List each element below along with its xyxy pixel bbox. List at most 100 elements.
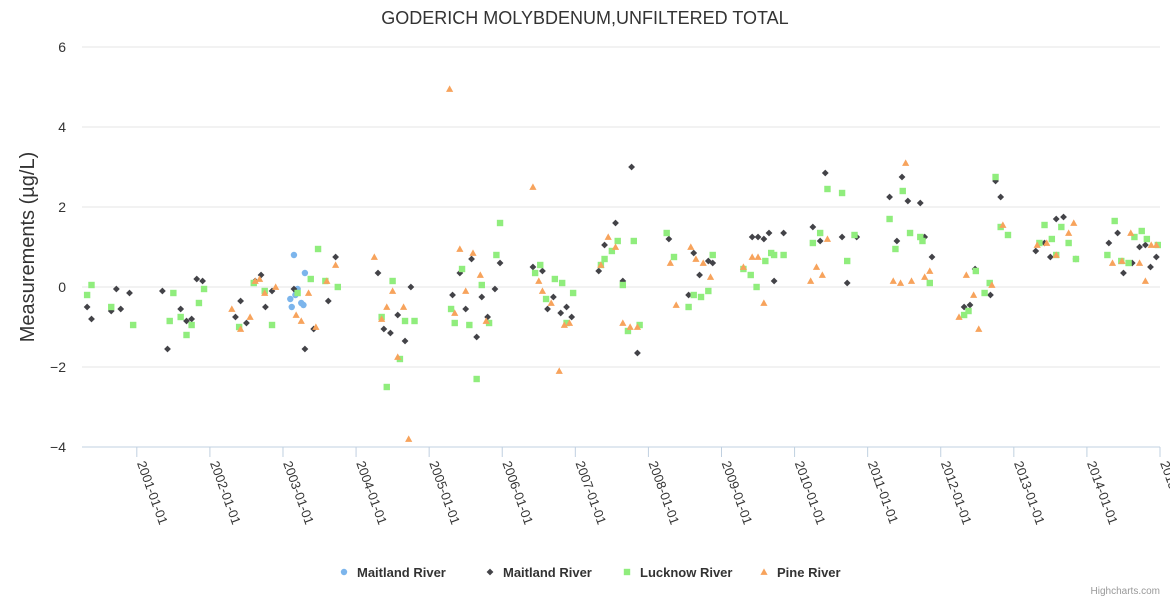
data-point[interactable]	[451, 309, 459, 316]
data-point[interactable]	[1111, 217, 1118, 225]
data-point[interactable]	[383, 303, 391, 310]
data-point[interactable]	[529, 263, 537, 271]
data-point[interactable]	[235, 323, 243, 331]
data-point[interactable]	[568, 313, 576, 321]
data-point[interactable]	[304, 289, 313, 296]
data-point[interactable]	[262, 303, 269, 311]
data-point[interactable]	[902, 159, 910, 166]
data-point[interactable]	[1114, 229, 1122, 237]
data-point[interactable]	[926, 279, 933, 287]
data-point[interactable]	[456, 269, 464, 277]
data-point[interactable]	[374, 269, 382, 277]
data-point[interactable]	[917, 233, 924, 241]
data-point[interactable]	[491, 285, 499, 293]
data-point[interactable]	[753, 283, 760, 291]
data-point[interactable]	[451, 319, 458, 327]
data-point[interactable]	[170, 289, 177, 297]
data-point[interactable]	[177, 305, 185, 313]
data-point[interactable]	[312, 323, 320, 330]
data-point[interactable]	[699, 259, 707, 266]
data-point[interactable]	[324, 297, 332, 305]
data-point[interactable]	[626, 323, 634, 330]
data-point[interactable]	[760, 299, 768, 306]
data-point[interactable]	[405, 435, 413, 442]
data-point[interactable]	[538, 287, 547, 294]
data-point[interactable]	[565, 319, 574, 326]
data-point[interactable]	[966, 301, 974, 309]
data-point[interactable]	[666, 259, 674, 266]
data-point[interactable]	[770, 277, 778, 285]
data-point[interactable]	[478, 293, 486, 301]
data-point[interactable]	[496, 219, 504, 227]
data-point[interactable]	[466, 321, 473, 329]
data-point[interactable]	[112, 285, 120, 293]
data-point[interactable]	[83, 303, 91, 311]
data-point[interactable]	[1065, 229, 1073, 236]
data-point[interactable]	[1131, 233, 1138, 241]
data-point[interactable]	[1125, 259, 1132, 267]
data-point[interactable]	[672, 301, 680, 308]
data-point[interactable]	[332, 261, 340, 268]
data-point[interactable]	[690, 291, 697, 299]
data-point[interactable]	[762, 257, 769, 265]
data-point[interactable]	[268, 287, 276, 295]
data-point[interactable]	[992, 173, 999, 181]
data-point[interactable]	[292, 311, 300, 318]
data-point[interactable]	[886, 193, 893, 201]
data-point[interactable]	[1060, 213, 1067, 221]
data-point[interactable]	[383, 383, 390, 391]
data-point[interactable]	[889, 277, 897, 284]
data-point[interactable]	[821, 169, 829, 177]
data-point[interactable]	[601, 255, 608, 263]
data-point[interactable]	[697, 293, 705, 301]
data-point[interactable]	[449, 291, 456, 299]
data-point[interactable]	[129, 321, 137, 329]
data-point[interactable]	[1147, 263, 1154, 271]
data-point[interactable]	[981, 289, 988, 297]
data-point[interactable]	[387, 329, 394, 337]
data-point[interactable]	[1147, 241, 1155, 248]
data-point[interactable]	[558, 279, 566, 287]
data-point[interactable]	[1065, 239, 1072, 247]
data-point[interactable]	[301, 345, 309, 353]
data-point[interactable]	[535, 277, 543, 284]
data-point[interactable]	[547, 299, 555, 306]
data-point[interactable]	[1108, 259, 1117, 266]
data-point[interactable]	[1105, 239, 1113, 247]
data-point[interactable]	[812, 263, 821, 270]
data-point[interactable]	[297, 317, 305, 324]
data-point[interactable]	[955, 313, 963, 320]
data-point[interactable]	[685, 303, 692, 311]
data-point[interactable]	[482, 317, 490, 324]
data-point[interactable]	[843, 279, 851, 287]
data-point[interactable]	[314, 245, 322, 253]
data-point[interactable]	[272, 283, 280, 290]
data-point[interactable]	[166, 317, 173, 325]
data-point[interactable]	[633, 323, 642, 330]
data-point[interactable]	[1138, 227, 1145, 235]
data-point[interactable]	[893, 237, 901, 245]
data-point[interactable]	[563, 319, 570, 327]
data-point[interactable]	[478, 281, 485, 289]
data-point[interactable]	[1046, 253, 1054, 261]
data-point[interactable]	[1135, 259, 1144, 266]
data-point[interactable]	[898, 173, 906, 181]
data-point[interactable]	[748, 233, 756, 241]
data-point[interactable]	[199, 277, 206, 285]
data-point[interactable]	[709, 259, 717, 267]
data-point[interactable]	[896, 279, 905, 286]
data-point[interactable]	[838, 233, 846, 241]
legend-symbol[interactable]	[623, 568, 631, 576]
data-point[interactable]	[919, 237, 926, 245]
data-point[interactable]	[760, 235, 768, 243]
data-point[interactable]	[1120, 269, 1127, 277]
data-point[interactable]	[447, 305, 455, 313]
data-point[interactable]	[542, 295, 550, 303]
data-point[interactable]	[300, 301, 307, 309]
data-point[interactable]	[237, 297, 244, 305]
data-point[interactable]	[469, 249, 477, 256]
data-point[interactable]	[301, 269, 309, 277]
data-point[interactable]	[107, 307, 115, 315]
data-point[interactable]	[838, 189, 846, 197]
data-point[interactable]	[158, 287, 166, 295]
